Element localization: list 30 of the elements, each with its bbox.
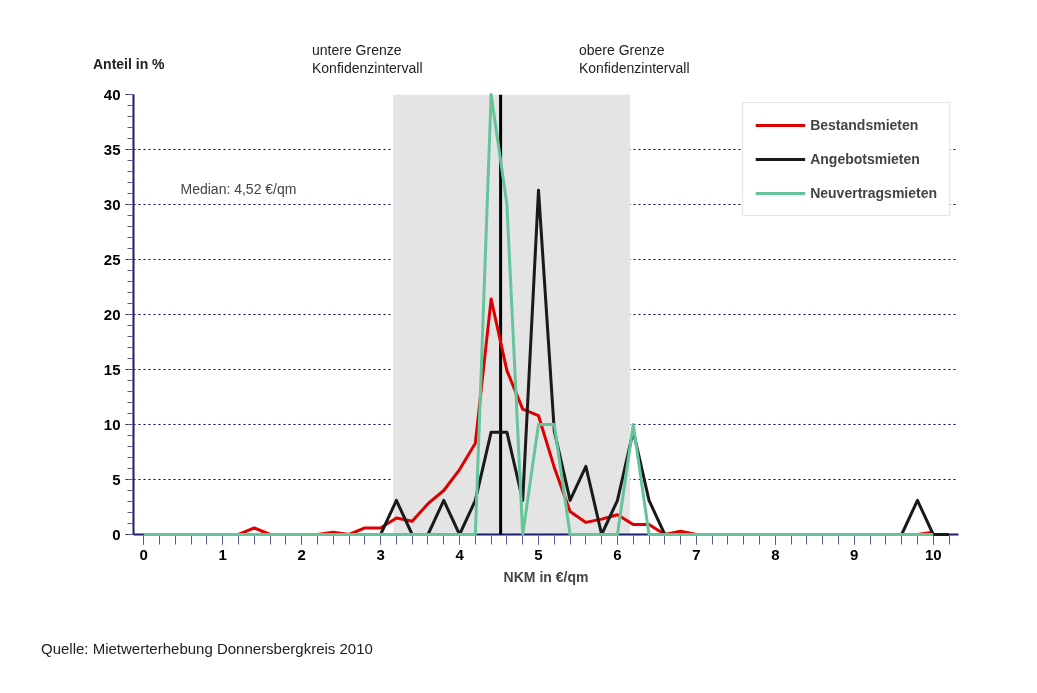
y-tick-label: 10 xyxy=(103,415,121,433)
y-tick-label: 0 xyxy=(112,525,121,543)
x-tick-label: 10 xyxy=(924,545,942,563)
x-tick-label: 8 xyxy=(771,545,780,563)
x-tick-label: 1 xyxy=(218,545,227,563)
legend-label: Neuvertragsmieten xyxy=(810,185,937,201)
x-tick-label: 4 xyxy=(455,545,465,563)
y-tick-label: 5 xyxy=(112,470,121,488)
y-tick-label: 30 xyxy=(103,195,121,213)
x-tick-label: 2 xyxy=(297,545,306,563)
annotation: Median: 4,52 €/qm xyxy=(180,180,297,197)
legend-label: Bestandsmieten xyxy=(810,117,919,133)
x-tick-label: 5 xyxy=(534,545,543,563)
annotation: untere Grenze Konfidenzintervall xyxy=(312,41,423,78)
y-tick-label: 25 xyxy=(103,250,121,268)
legend-label: Angebotsmieten xyxy=(810,151,920,167)
x-tick-label: 6 xyxy=(613,545,622,563)
y-axis-title: Anteil in % xyxy=(93,55,165,74)
x-tick-label: 0 xyxy=(139,545,148,563)
x-axis-title: NKM in €/qm xyxy=(503,568,589,585)
y-tick-label: 35 xyxy=(103,140,121,158)
x-tick-label: 7 xyxy=(692,545,701,563)
x-tick-label: 3 xyxy=(376,545,385,563)
line-series xyxy=(142,93,935,536)
annotation: obere Grenze Konfidenzintervall xyxy=(579,41,690,78)
x-tick-label: 9 xyxy=(850,545,859,563)
y-tick-label: 15 xyxy=(103,360,121,378)
source-note: Quelle: Mietwerterhebung Donnersbergkreis 2010 xyxy=(41,639,373,659)
y-tick-label: 20 xyxy=(103,305,121,323)
y-tick-label: 40 xyxy=(103,85,121,103)
